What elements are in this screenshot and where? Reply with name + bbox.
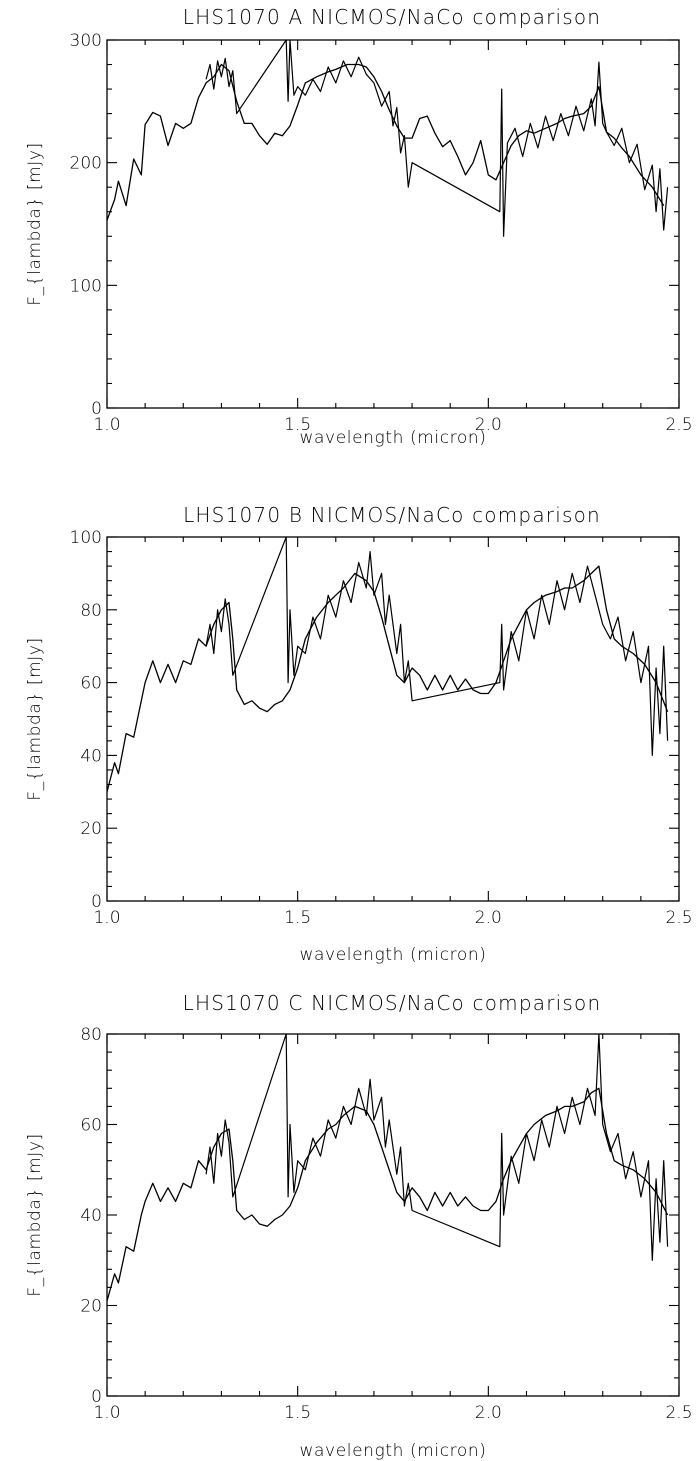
x-axis-label: wavelength (micron) (300, 945, 487, 965)
axis-ticks (107, 1034, 679, 1396)
x-tick-label: 1.5 (284, 1403, 311, 1423)
y-tick-label: 80 (80, 1025, 102, 1045)
panel-title: LHS1070 A NICMOS/NaCo comparison (183, 5, 601, 29)
x-tick-label: 2.0 (475, 1403, 502, 1423)
y-tick-label: 100 (70, 528, 102, 548)
axis-ticks (107, 537, 679, 901)
y-tick-label: 80 (80, 601, 102, 621)
y-axis-label: F_{lambda} [mJy] (25, 142, 45, 306)
plot-frame (107, 537, 679, 901)
y-tick-labels: 0 20 40 60 80 100 (70, 528, 102, 912)
y-tick-label: 40 (80, 1206, 102, 1226)
y-tick-labels: 0 20 40 60 80 (80, 1025, 102, 1407)
x-axis-label: wavelength (micron) (300, 428, 487, 448)
x-tick-labels: 1.0 1.5 2.0 2.5 (93, 908, 692, 928)
nicmos-spectrum-line (107, 566, 668, 792)
y-tick-label: 60 (80, 1116, 102, 1136)
x-tick-label: 2.5 (665, 1403, 692, 1423)
nicmos-spectrum-line (107, 65, 664, 221)
series-group (107, 40, 668, 236)
y-tick-label: 0 (91, 1387, 102, 1407)
y-tick-label: 0 (91, 892, 102, 912)
panel-c: LHS1070 C NICMOS/NaCo comparison 1.0 1.5 2… (25, 991, 693, 1461)
x-tick-label: 2.5 (665, 908, 692, 928)
y-axis-label: F_{lambda} [mJy] (25, 637, 45, 801)
y-tick-label: 20 (80, 819, 102, 839)
plot-frame (107, 40, 679, 408)
y-axis-label: F_{lambda} [mJy] (25, 1133, 45, 1297)
x-tick-label: 2.0 (475, 908, 502, 928)
y-tick-label: 60 (80, 674, 102, 694)
y-tick-label: 100 (70, 276, 102, 296)
series-group (107, 537, 668, 792)
y-tick-label: 0 (91, 399, 102, 419)
panel-title: LHS1070 B NICMOS/NaCo comparison (183, 503, 601, 527)
x-axis-label: wavelength (micron) (300, 1441, 487, 1461)
plot-frame (107, 1034, 679, 1396)
y-tick-label: 300 (70, 31, 102, 51)
y-tick-label: 40 (80, 746, 102, 766)
x-tick-label: 2.5 (665, 415, 692, 435)
y-tick-labels: 0 100 200 300 (70, 31, 102, 419)
panel-a: LHS1070 A NICMOS/NaCo comparison 1.0 1.5 2… (25, 5, 693, 448)
x-tick-labels: 1.0 1.5 2.0 2.5 (93, 1403, 692, 1423)
panel-b: LHS1070 B NICMOS/NaCo comparison 1.0 1.5 2… (25, 503, 693, 965)
naco-spectrum-line (206, 40, 667, 236)
x-tick-label: 1.5 (284, 908, 311, 928)
y-tick-label: 200 (70, 154, 102, 174)
series-group (107, 1034, 668, 1301)
naco-spectrum-line (206, 1034, 667, 1260)
nicmos-spectrum-line (107, 1088, 668, 1301)
y-tick-label: 20 (80, 1297, 102, 1317)
panel-title: LHS1070 C NICMOS/NaCo comparison (183, 991, 602, 1015)
axis-ticks (107, 40, 679, 408)
naco-spectrum-line (206, 537, 667, 755)
